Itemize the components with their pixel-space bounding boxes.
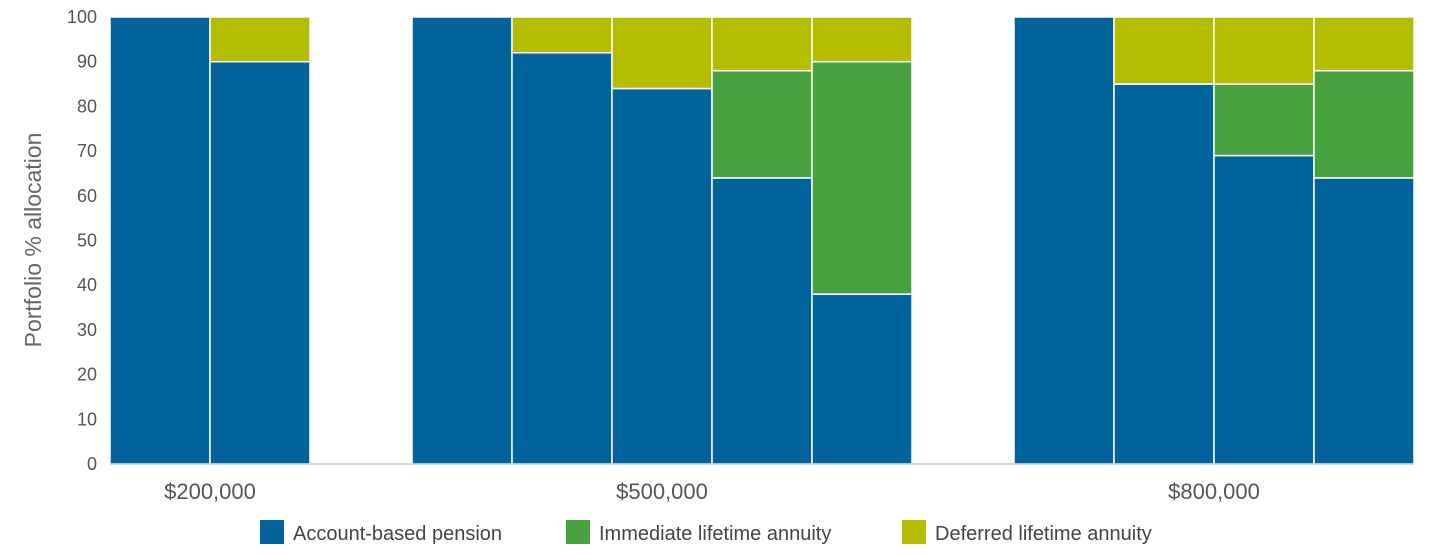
- bar-segment-g1-b0-s0: [411, 16, 513, 465]
- bar-segment-g1-b1-s0: [511, 52, 613, 465]
- bar-segment-g1-b3-s2: [711, 16, 813, 72]
- x-group-label: $800,000: [1168, 479, 1260, 504]
- bar-segment-g1-b4-s2: [811, 16, 913, 63]
- bar-segment-g2-b2-s0: [1213, 154, 1315, 465]
- bar-segment-g1-b3-s1: [711, 69, 813, 179]
- y-tick-label: 50: [77, 231, 97, 251]
- bar-segment-g2-b2-s2: [1213, 16, 1315, 85]
- bar-segment-g2-b3-s1: [1313, 69, 1415, 179]
- legend: Account-based pension Immediate lifetime …: [260, 520, 1152, 545]
- y-tick-label: 100: [67, 7, 97, 27]
- y-tick-label: 70: [77, 141, 97, 161]
- y-tick-label: 90: [77, 52, 97, 72]
- x-group-label: $500,000: [616, 479, 708, 504]
- bar-segment-g1-b2-s0: [611, 87, 713, 465]
- legend-label: Deferred lifetime annuity: [935, 523, 1152, 545]
- x-group-label: $200,000: [164, 479, 256, 504]
- y-axis-title: Portfolio % allocation: [20, 133, 46, 348]
- bar-segment-g2-b0-s0: [1013, 16, 1115, 465]
- bar-segment-g2-b3-s0: [1313, 177, 1415, 465]
- legend-label: Account-based pension: [293, 523, 502, 545]
- y-tick-label: 60: [77, 186, 97, 206]
- legend-label: Immediate lifetime annuity: [599, 523, 831, 545]
- y-tick-label: 0: [87, 454, 97, 474]
- bar-segment-g1-b1-s2: [511, 16, 613, 54]
- bar-segment-g2-b2-s1: [1213, 83, 1315, 157]
- bar-segment-g2-b3-s2: [1313, 16, 1415, 72]
- y-tick-label: 30: [77, 320, 97, 340]
- y-tick-label: 10: [77, 409, 97, 429]
- bar-segment-g1-b4-s0: [811, 293, 913, 465]
- bar-segment-g1-b2-s2: [611, 16, 713, 90]
- y-tick-label: 40: [77, 275, 97, 295]
- y-axis-ticks: 0 10 20 30 40 50 60 70 80 90 100: [67, 7, 97, 474]
- bar-segment-g0-b1-s0: [209, 60, 311, 465]
- bar-segment-g0-b1-s2: [209, 16, 311, 63]
- bar-segment-g1-b3-s0: [711, 177, 813, 465]
- y-tick-label: 20: [77, 365, 97, 385]
- y-tick-label: 80: [77, 96, 97, 116]
- x-axis-group-labels: $200,000 $500,000 $800,000: [164, 479, 1260, 504]
- legend-swatch: [566, 520, 590, 544]
- bar-segment-g1-b4-s1: [811, 60, 913, 295]
- legend-swatch: [902, 520, 926, 544]
- bar-segment-g2-b1-s0: [1113, 83, 1215, 465]
- bars-layer: [109, 16, 1415, 465]
- bar-segment-g0-b0-s0: [109, 16, 211, 465]
- legend-swatch: [260, 520, 284, 544]
- bar-segment-g2-b1-s2: [1113, 16, 1215, 85]
